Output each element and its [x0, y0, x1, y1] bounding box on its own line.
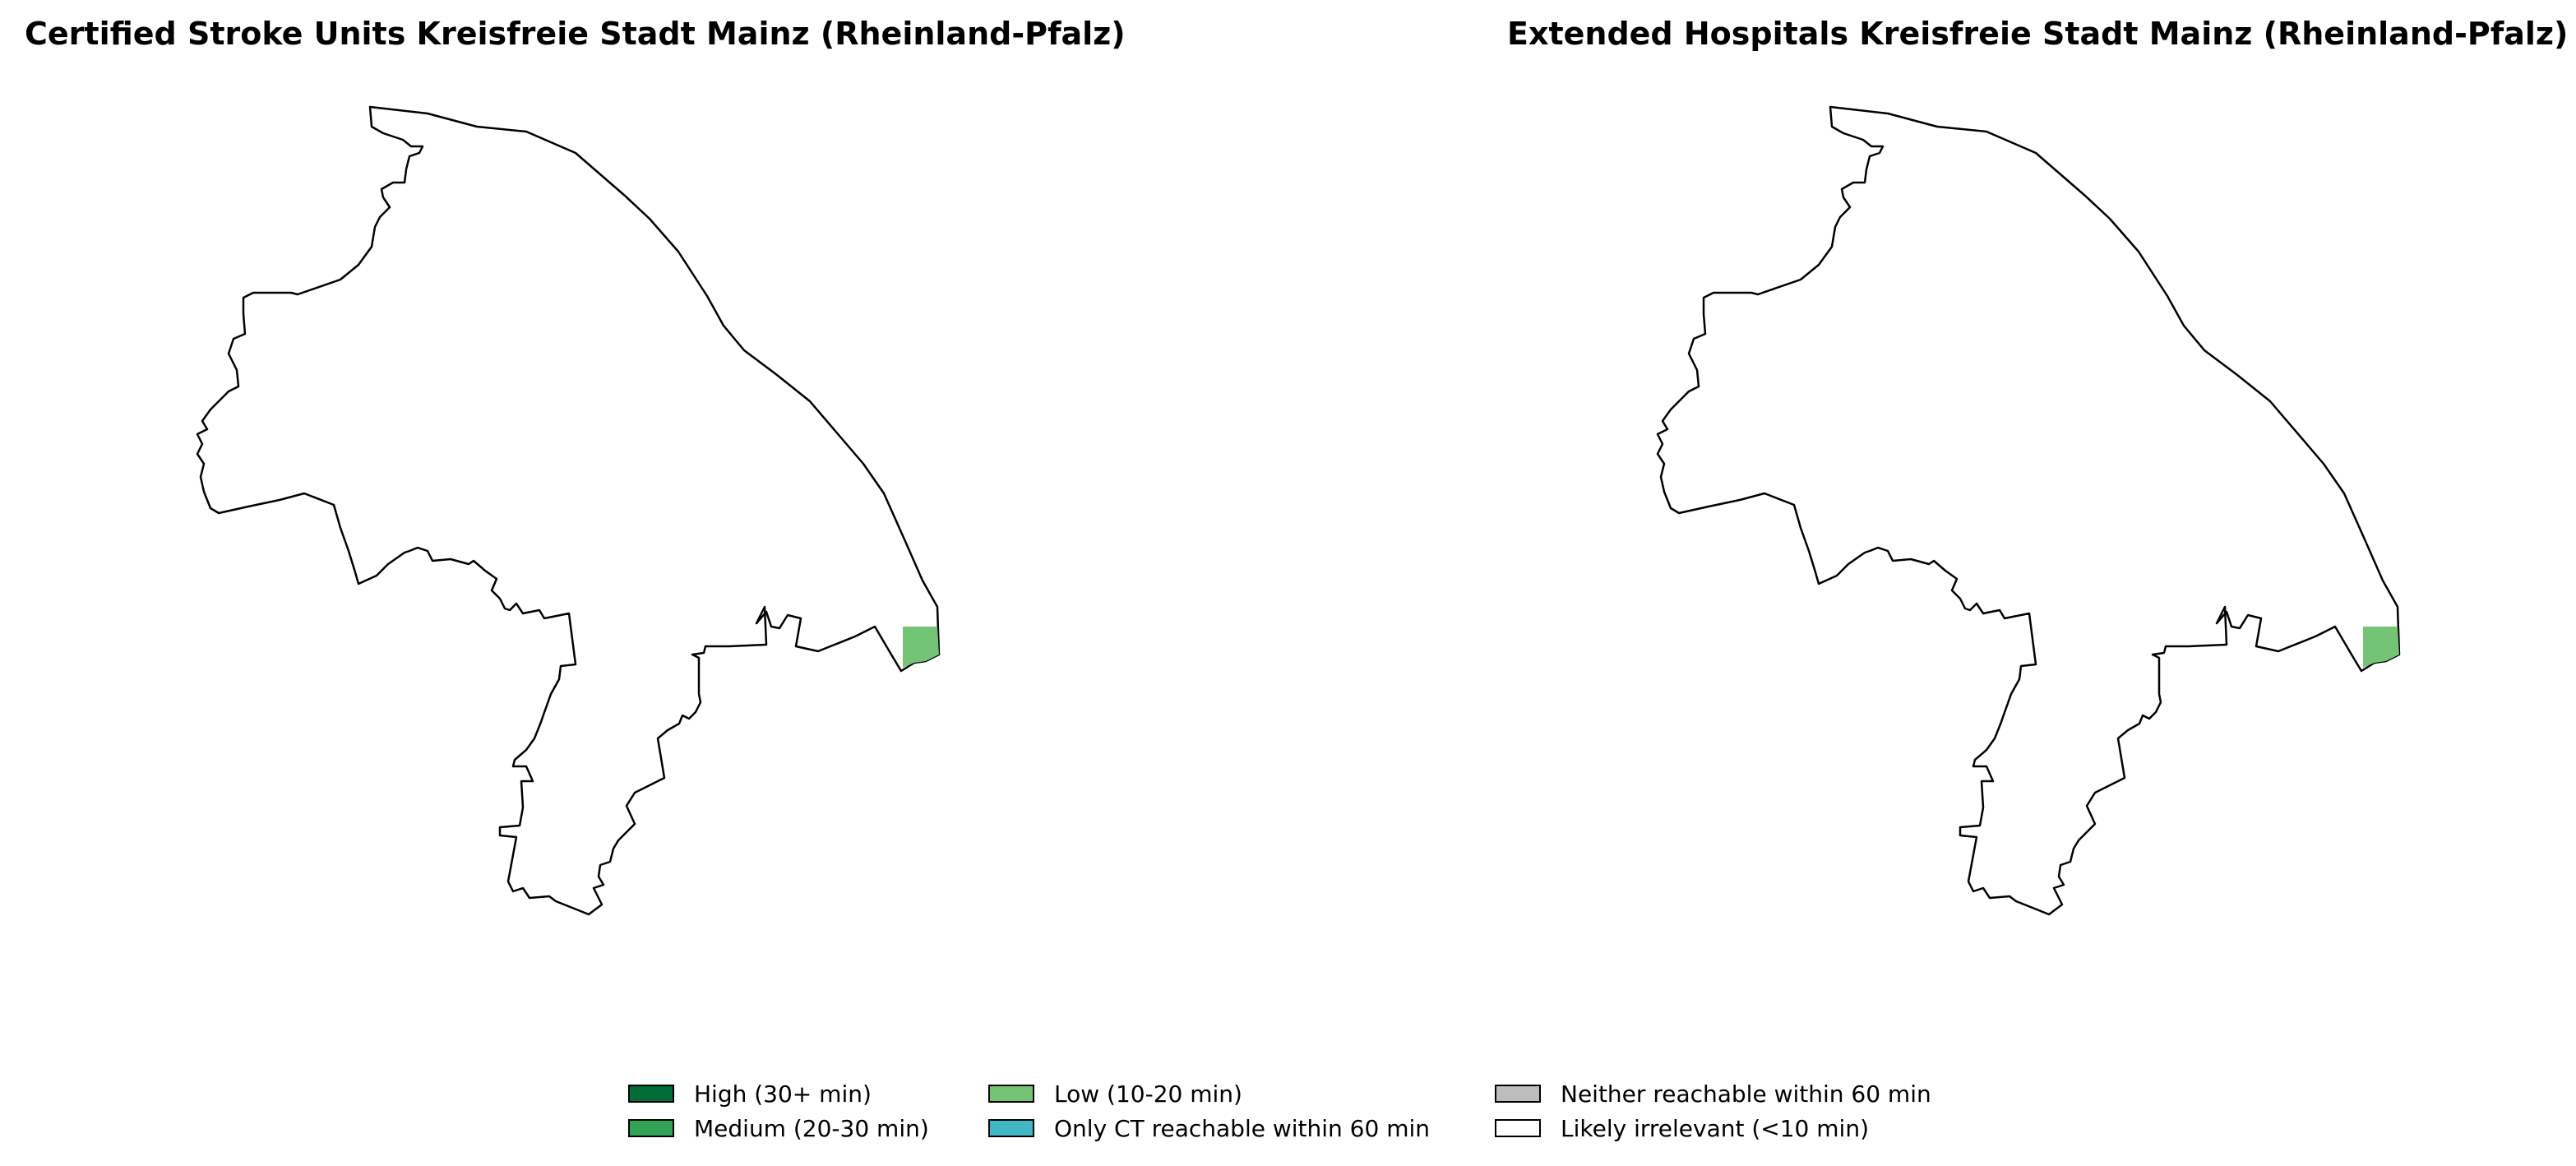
legend-item-neither: Neither reachable within 60 min [1495, 1077, 1931, 1110]
low-reachability-area [2363, 627, 2399, 668]
legend-label-low: Low (10-20 min) [1054, 1080, 1242, 1108]
legend-item-high: High (30+ min) [628, 1077, 872, 1110]
map-title-extended-hospitals: Extended Hospitals Kreisfreie Stadt Main… [1507, 16, 2569, 52]
mainz-boundary [196, 105, 941, 916]
legend: High (30+ min) Medium (20-30 min) Low (1… [628, 1077, 1977, 1151]
legend-label-neither: Neither reachable within 60 min [1561, 1080, 1931, 1108]
legend-item-ct-only: Only CT reachable within 60 min [988, 1112, 1430, 1145]
legend-label-medium: Medium (20-30 min) [694, 1114, 929, 1142]
legend-label-ct-only: Only CT reachable within 60 min [1054, 1114, 1431, 1142]
legend-label-irrelevant: Likely irrelevant (<10 min) [1561, 1114, 1869, 1142]
map-stroke-units [196, 105, 941, 916]
legend-item-low: Low (10-20 min) [988, 1077, 1242, 1110]
legend-swatch-ct-only [988, 1119, 1034, 1137]
legend-swatch-medium [628, 1119, 674, 1137]
legend-swatch-high [628, 1085, 674, 1103]
low-reachability-area [903, 627, 939, 668]
legend-swatch-irrelevant [1495, 1119, 1541, 1137]
legend-item-irrelevant: Likely irrelevant (<10 min) [1495, 1112, 1869, 1145]
legend-swatch-neither [1495, 1085, 1541, 1103]
mainz-boundary [1656, 105, 2401, 916]
legend-swatch-low [988, 1085, 1034, 1103]
legend-item-medium: Medium (20-30 min) [628, 1112, 929, 1145]
legend-label-high: High (30+ min) [694, 1080, 872, 1108]
map-extended-hospitals [1656, 105, 2401, 916]
map-title-stroke-units: Certified Stroke Units Kreisfreie Stadt … [25, 16, 1126, 52]
